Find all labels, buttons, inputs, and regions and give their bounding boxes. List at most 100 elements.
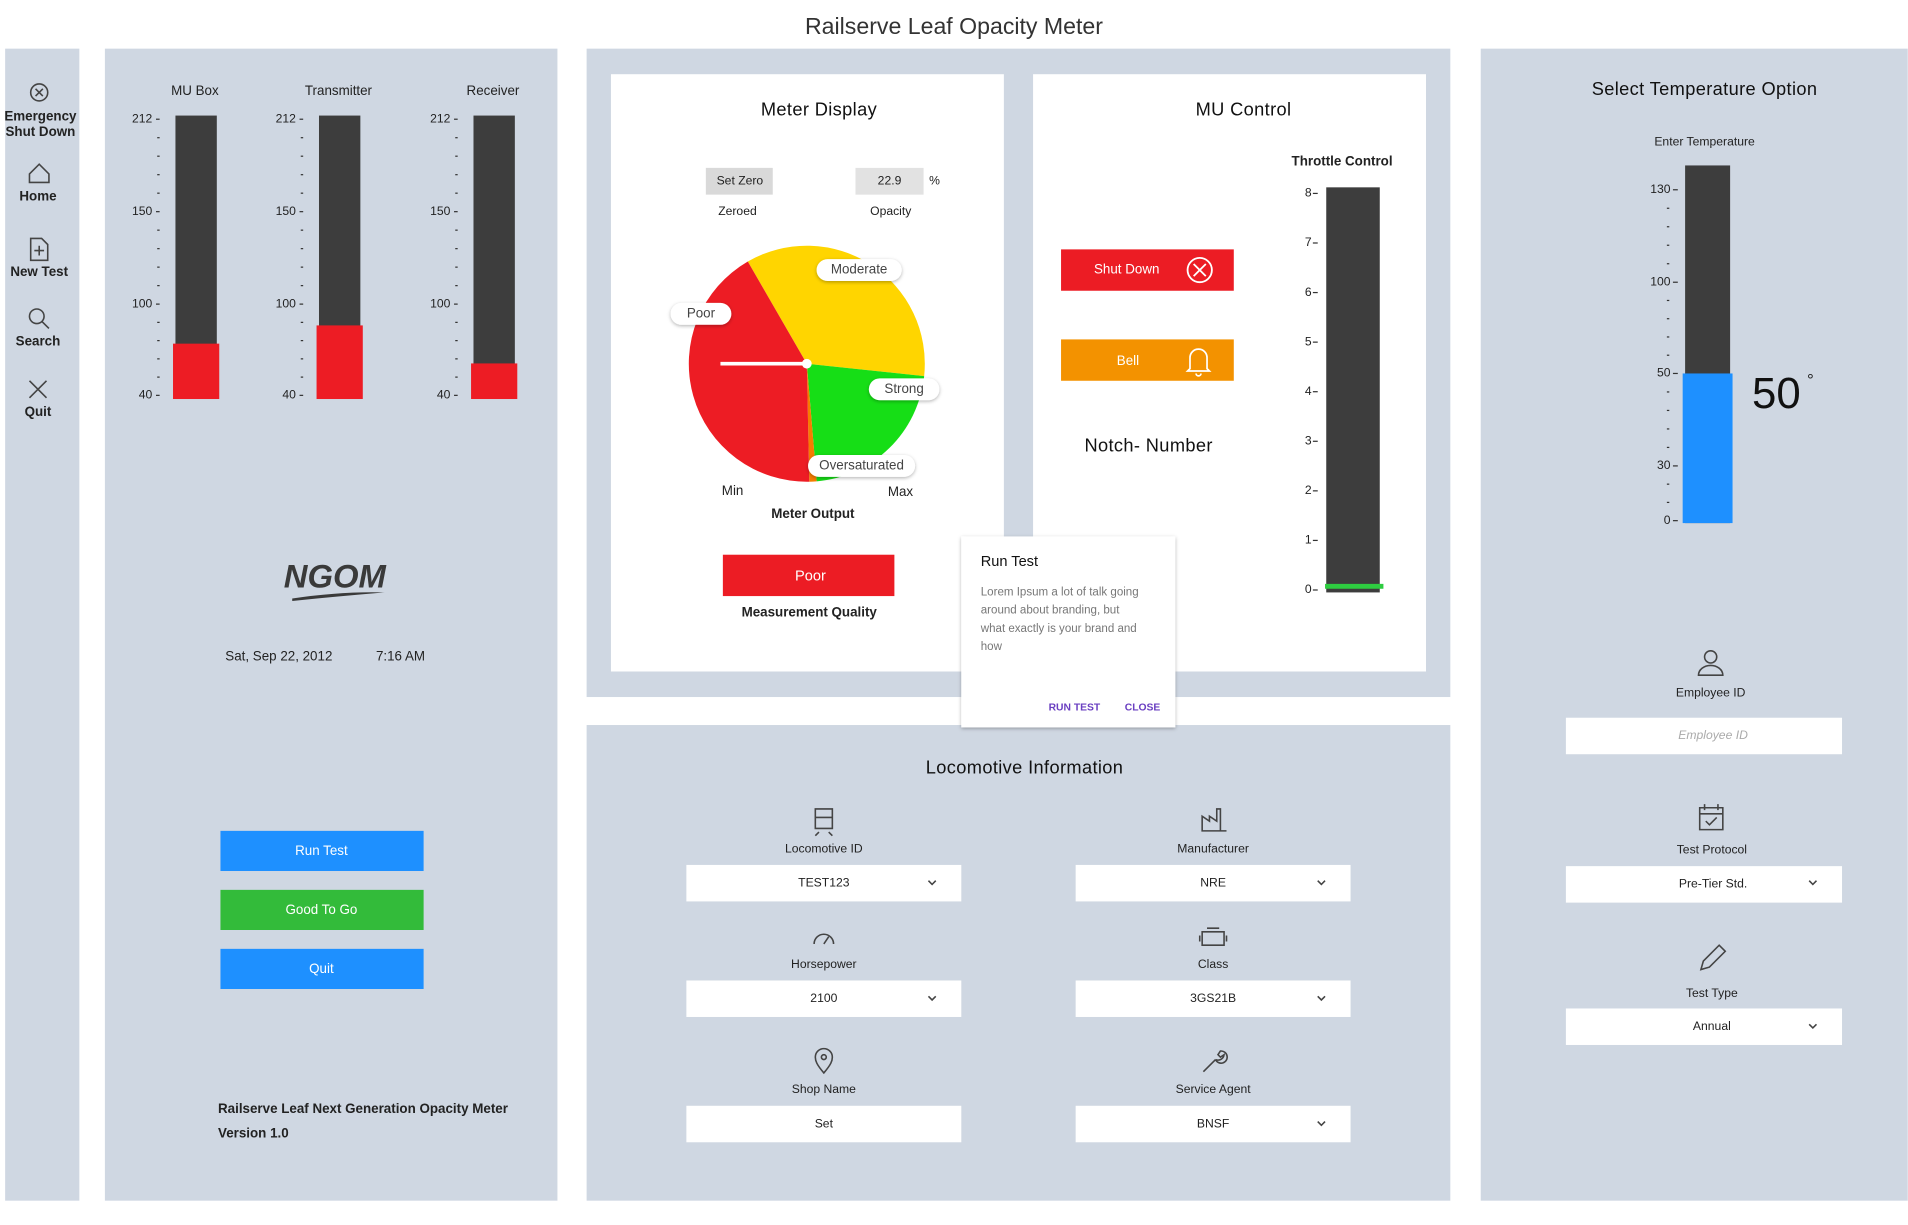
slice-label: Oversaturated [819,457,904,472]
tick-label: 150 [430,204,451,218]
slice-label: Poor [687,305,716,320]
opacity-value: 22.9 [878,173,902,187]
nav-search[interactable]: Search [16,308,61,348]
bell-button[interactable]: Bell [1061,339,1234,381]
gauge-label: MU Box [171,83,219,98]
field-input[interactable] [686,864,962,902]
card-title: Meter Display [761,99,878,120]
slice-callout [868,378,940,401]
dialog-body: Lorem Ipsum a lot of talk going [981,586,1139,598]
nav-label: Search [16,333,61,348]
footer: Version 1.0 [218,1125,289,1140]
button-label: Bell [1117,353,1139,368]
slice-callout [808,454,916,477]
tick-label: 130 [1650,182,1671,196]
tick-label: 100 [430,296,451,310]
protocol-icon [1698,804,1724,831]
tick-label: 1 [1305,533,1312,547]
field-label: Shop Name [792,1082,856,1096]
run-test-dialog: Run Test RUN TEST CLOSE Lorem Ipsum a lo… [961,536,1176,728]
nav-label: Quit [25,404,52,419]
gauge-fill [471,363,518,400]
pie-xlabel: Meter Output [771,506,855,521]
button-label: Quit [309,961,334,976]
field-icon [813,933,835,945]
nav-label: Shut Down [5,124,75,139]
opacity-field [855,167,924,195]
temperature-label: Enter Temperature [1654,135,1755,149]
tick-label: 0 [1305,582,1312,596]
dialog-body: what exactly is your brand and [980,623,1137,635]
employee-input[interactable]: Employee ID [1565,717,1843,755]
action-button[interactable] [220,830,424,872]
field-input[interactable] [1075,864,1351,902]
employee-icon [1703,650,1718,664]
tick-label: 100 [1650,274,1671,288]
field-input[interactable] [686,980,962,1017]
dropdown-value: Annual [1693,1019,1731,1033]
nav-home[interactable]: Home [19,163,57,204]
field-value: Set [815,1116,834,1130]
field-label: Class [1198,957,1228,971]
action-button[interactable] [220,889,424,931]
field-icon [1202,1050,1228,1073]
dropdown-chevron [1317,880,1326,886]
field-label: Service Agent [1176,1082,1252,1096]
field-icon [1198,927,1228,946]
tick-label: 150 [276,204,297,218]
nav-emergency[interactable]: Emergency Shut Down [4,83,77,139]
test-type-dropdown[interactable]: Annual [1565,1008,1843,1045]
field-input[interactable] [1075,1105,1351,1143]
field-icon [814,1047,834,1075]
dialog-action[interactable]: RUN TEST [1049,703,1101,714]
quality-label: Measurement Quality [742,605,878,620]
tick-label: 100 [276,296,297,310]
needle-hub [801,358,812,369]
slice-callout [670,302,732,325]
throttle-track [1326,187,1380,593]
dropdown-chevron [927,880,937,886]
tick-label: 212 [276,111,297,125]
panel-title: Select Temperature Option [1592,78,1818,99]
field-input[interactable] [686,1105,962,1143]
field-input[interactable] [1075,980,1351,1017]
set-zero-button[interactable]: Set Zero [705,167,773,195]
tick-label: 100 [132,296,153,310]
employee-icon [1697,664,1724,676]
tick-label: 40 [282,388,296,402]
tick-label: 7 [1305,235,1312,249]
button-label: Shut Down [1094,262,1159,277]
gauge-fill [316,325,363,400]
field-icon [814,808,834,837]
gauge-label: Receiver [467,83,520,98]
shut-down-button[interactable]: Shut Down [1061,249,1234,291]
dropdown-value: Pre-Tier Std. [1679,877,1747,891]
tick-label: 8 [1305,186,1312,200]
nav-new-test[interactable]: New Test [10,237,69,279]
sidebar [5,48,80,1201]
gauge-label: Transmitter [305,83,373,98]
tick-label: 30 [1657,458,1671,472]
dialog-body: how [981,641,1003,653]
dropdown-chevron [1317,995,1326,1002]
dialog-action[interactable]: CLOSE [1125,703,1161,714]
quality-badge [722,554,895,597]
field-value: 3GS21B [1190,991,1236,1005]
date: Sat, Sep 22, 2012 [225,648,332,663]
dropdown-chevron [1317,1121,1326,1127]
protocol-dropdown[interactable]: Pre-Tier Std. [1565,866,1843,903]
tick-label: 4 [1305,384,1312,398]
button-label: Run Test [295,843,348,858]
placeholder: Employee ID [1678,728,1748,742]
nav-quit[interactable]: Quit [25,380,52,419]
opacity-label: Opacity [870,204,912,218]
field-value: BNSF [1197,1116,1229,1130]
action-button[interactable] [220,948,424,990]
temperature-unit: ° [1807,370,1814,389]
logo: NGOM [284,558,387,595]
quality-value: Poor [795,568,826,584]
tick-label: 40 [437,388,451,402]
gauge-track [473,115,515,400]
